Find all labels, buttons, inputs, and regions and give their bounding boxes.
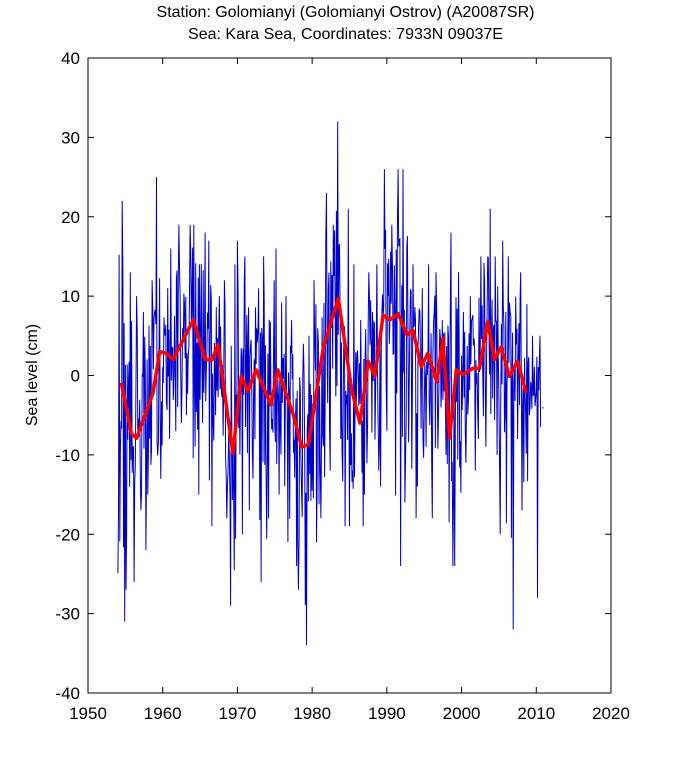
- annual-mean-point: [411, 328, 415, 332]
- annual-mean-point: [336, 296, 340, 301]
- annual-mean-point: [231, 451, 235, 455]
- annual-mean-point: [276, 368, 280, 372]
- annual-mean-point: [471, 366, 475, 370]
- annual-mean-point: [254, 368, 258, 372]
- annual-mean-point: [269, 403, 273, 407]
- y-tick-label: -10: [55, 446, 80, 465]
- annual-mean-point: [350, 388, 354, 392]
- annual-mean-point: [239, 374, 243, 378]
- annual-mean-point: [134, 436, 139, 440]
- annual-mean-point: [461, 373, 465, 377]
- annual-mean-point: [158, 350, 162, 354]
- annual-mean-point: [396, 311, 400, 316]
- x-tick-label: 2020: [592, 704, 630, 723]
- y-tick-label: 0: [71, 367, 80, 386]
- annual-mean-point: [405, 333, 409, 337]
- annual-mean-point: [164, 351, 169, 355]
- x-tick-label: 1970: [219, 704, 257, 723]
- annual-mean-point: [120, 382, 124, 386]
- annual-mean-point: [435, 380, 439, 384]
- annual-mean-point: [388, 318, 392, 322]
- annual-mean-point: [486, 319, 490, 324]
- annual-mean-point: [448, 436, 452, 440]
- chart-title: Station: Golomianyi (Golomianyi Ostrov) …: [156, 4, 535, 21]
- monthly-sea-level-line: [117, 121, 542, 646]
- annual-mean-point: [246, 389, 250, 393]
- annual-mean-point: [454, 368, 458, 372]
- annual-mean-point: [203, 358, 207, 362]
- annual-mean-point: [306, 442, 311, 447]
- annual-mean-point: [524, 389, 528, 393]
- annual-mean-point: [321, 345, 325, 349]
- annual-mean-point: [516, 359, 520, 363]
- annual-mean-point: [499, 345, 503, 349]
- annual-mean-point: [300, 445, 304, 449]
- x-tick-label: 1950: [69, 704, 107, 723]
- y-tick-label: -30: [55, 605, 80, 624]
- annual-mean-point: [441, 336, 445, 340]
- y-tick-label: 10: [61, 287, 80, 306]
- chart-subtitle: Sea: Kara Sea, Coordinates: 7933N 09037E: [188, 26, 503, 43]
- annual-mean-point: [358, 421, 362, 425]
- annual-mean-point: [426, 351, 430, 355]
- annual-mean-line: [119, 296, 528, 456]
- y-axis-label: Sea level (cm): [24, 324, 41, 426]
- y-tick-label: 20: [61, 208, 80, 227]
- annual-mean-point: [151, 391, 155, 395]
- annual-mean-point: [373, 374, 377, 378]
- annual-mean-point: [381, 313, 385, 317]
- x-tick-label: 1990: [368, 704, 406, 723]
- x-tick-label: 2010: [517, 704, 555, 723]
- y-tick-label: -40: [55, 684, 80, 703]
- annual-mean-point: [291, 413, 296, 417]
- y-tick-label: 30: [61, 128, 80, 147]
- annual-mean-point: [191, 318, 195, 322]
- y-tick-label: -20: [55, 525, 80, 544]
- annual-mean-point: [419, 365, 423, 369]
- annual-mean-point: [366, 359, 370, 363]
- annual-mean-point: [477, 366, 482, 370]
- y-tick-label: 40: [61, 49, 80, 68]
- annual-mean-point: [210, 358, 214, 362]
- annual-mean-point: [216, 342, 220, 347]
- annual-mean-point: [492, 358, 497, 362]
- annual-mean-point: [507, 374, 511, 378]
- x-tick-label: 1980: [293, 704, 331, 723]
- x-tick-label: 1960: [144, 704, 182, 723]
- annual-mean-point: [129, 431, 133, 436]
- annual-mean-series: [119, 296, 528, 456]
- monthly-point: [542, 407, 544, 409]
- monthly-series: [117, 121, 544, 646]
- annual-mean-point: [171, 358, 175, 362]
- axis-ticks: 1950 1960 1970 1980 1990 2000 2010 202040302010…: [55, 49, 629, 723]
- x-tick-label: 2000: [443, 704, 481, 723]
